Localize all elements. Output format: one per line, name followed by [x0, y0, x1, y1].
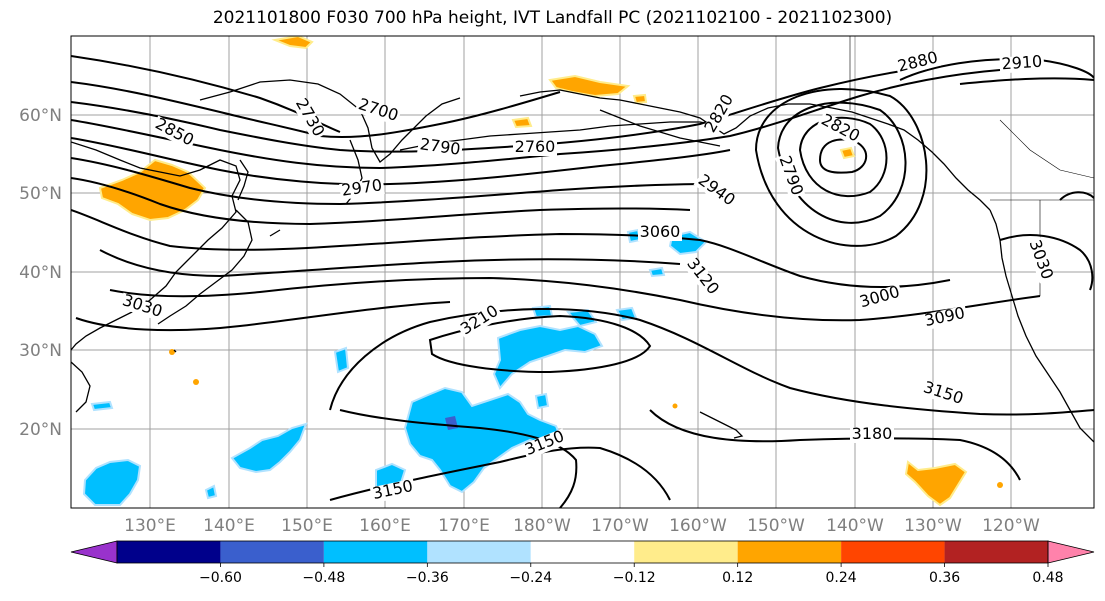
- colorbar-segment: [530, 541, 635, 563]
- contour-label-bg: [702, 90, 738, 138]
- lat-label: 60°N: [19, 106, 62, 126]
- colorbar-frame: [116, 540, 1049, 564]
- lon-label: 180°W: [513, 516, 571, 536]
- negative-anomaly-small-3: [648, 266, 666, 278]
- colorbar-tick-label: −0.48: [302, 570, 345, 586]
- contour-label-bg: [693, 171, 739, 211]
- colorbar-segment: [737, 541, 842, 563]
- lat-label: 30°N: [19, 341, 62, 361]
- contour-label-bg: [999, 54, 1045, 74]
- positive-anomaly-small-2: [632, 93, 648, 105]
- lon-label: 170°E: [438, 516, 490, 536]
- colorbar-segment: [944, 541, 1048, 563]
- map-frame: [70, 35, 1095, 509]
- contour-label-bg: [457, 302, 503, 340]
- lon-label: 150°W: [747, 516, 805, 536]
- negative-anomaly-n3: [531, 304, 554, 319]
- colorbar-tick-label: 0.36: [929, 570, 960, 586]
- positive-anomaly-asia: [98, 158, 207, 222]
- contour-label-bg: [513, 140, 557, 156]
- contour-label-bg: [291, 94, 327, 142]
- contour-label-bg: [919, 379, 967, 409]
- colorbar: −0.60 −0.48 −0.36 −0.24 −0.12 0.12 0.24 0.36 0.4…: [70, 540, 1095, 586]
- colorbar-segment: [634, 541, 738, 563]
- contour-label-bg: [894, 49, 942, 77]
- colorbar-tick-label: 0.24: [826, 570, 857, 586]
- lon-label: 130°E: [124, 516, 176, 536]
- lon-label: 130°W: [904, 516, 962, 536]
- contour-label-bg: [682, 254, 722, 300]
- lon-label: 160°W: [669, 516, 727, 536]
- lon-label: 140°W: [826, 516, 884, 536]
- negative-anomaly-38: [333, 346, 350, 374]
- colorbar-segment: [427, 541, 531, 563]
- lon-label: 120°W: [982, 516, 1040, 536]
- latitude-labels: 60°N 50°N 40°N 30°N 20°N: [19, 106, 62, 440]
- contour-label: 2910: [1001, 52, 1043, 74]
- positive-anomaly-alaska-west: [548, 74, 631, 98]
- contour-label-bg: [369, 478, 417, 504]
- colorbar-segment: [841, 541, 945, 563]
- colorbar-segment: [117, 541, 221, 563]
- contour-label: 2760: [515, 137, 556, 156]
- contour-label: 3060: [640, 222, 681, 241]
- lat-label: 20°N: [19, 420, 62, 440]
- lon-label: 140°E: [203, 516, 255, 536]
- negative-anomaly-sw: [82, 458, 142, 506]
- contour-label-bg: [638, 225, 682, 241]
- negative-anomaly-north: [492, 324, 604, 390]
- colorbar-tick-label: 0.48: [1032, 570, 1063, 586]
- contour-label-bg: [1024, 236, 1056, 284]
- contour-label-bg: [118, 292, 166, 322]
- contour-label-bg: [150, 115, 198, 151]
- ivt-shading: [82, 36, 1003, 507]
- colorbar-tick-label: 0.12: [722, 570, 753, 586]
- longitude-labels: 130°E 140°E 150°E 160°E 170°E 180°W 170°W 160°W…: [124, 516, 1040, 536]
- contour-label-bg: [521, 428, 569, 460]
- colorbar-tick-label: −0.24: [509, 570, 552, 586]
- positive-anomaly-east-pacific: [904, 460, 968, 507]
- colorbar-extend-min: [70, 540, 118, 564]
- contour-label-bg: [816, 111, 864, 147]
- contour-label-bg: [417, 137, 463, 159]
- contour-label-bg: [921, 305, 969, 331]
- negative-anomaly-small-5: [204, 484, 218, 500]
- contour-label-bg: [774, 152, 806, 200]
- negative-anomaly-west: [230, 422, 308, 474]
- colorbar-tick-label: −0.12: [613, 570, 656, 586]
- positive-anomaly-kamchatka: [271, 36, 314, 50]
- negative-anomaly-small-6: [534, 392, 550, 410]
- colorbar-extend-max: [1047, 540, 1095, 564]
- colorbar-segment: [220, 541, 324, 563]
- contour-label-bg: [850, 427, 894, 443]
- contour-label-bg: [354, 96, 402, 126]
- contour-label-bg: [339, 178, 385, 200]
- contour-label-bg: [856, 284, 904, 312]
- contour-label: 3180: [852, 424, 893, 443]
- lat-label: 40°N: [19, 263, 62, 283]
- lon-label: 160°E: [359, 516, 411, 536]
- colorbar-segment: [323, 541, 428, 563]
- lat-label: 50°N: [19, 184, 62, 204]
- positive-anomaly-small-1: [511, 116, 533, 129]
- colorbar-tick-label: −0.36: [406, 570, 449, 586]
- lon-label: 170°W: [591, 516, 649, 536]
- colorbar-tick-label: −0.60: [199, 570, 242, 586]
- map-title: 2021101800 F030 700 hPa height, IVT Land…: [212, 8, 893, 28]
- lon-label: 150°E: [281, 516, 333, 536]
- positive-anomaly-low: [839, 146, 856, 160]
- negative-anomaly-small-4: [90, 400, 114, 412]
